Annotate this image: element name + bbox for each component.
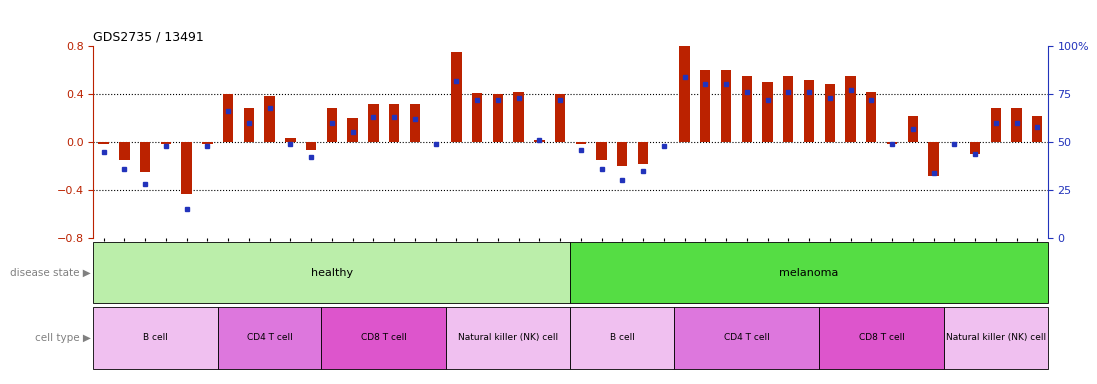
Bar [907,116,918,142]
Bar [140,142,150,172]
Bar [1011,108,1021,142]
Bar [700,70,711,142]
Bar [675,307,819,369]
Bar [264,96,274,142]
Bar [783,76,793,142]
Text: cell type ▶: cell type ▶ [35,333,91,343]
Bar [742,76,751,142]
Bar [943,307,1048,369]
Bar [285,139,295,142]
Bar [804,79,814,142]
Bar [928,142,939,176]
Bar [217,307,321,369]
Text: CD4 T cell: CD4 T cell [724,333,770,343]
Bar [446,307,570,369]
Bar [846,76,856,142]
Bar [389,104,399,142]
Bar [721,70,732,142]
Bar [321,307,446,369]
Bar [1032,116,1042,142]
Text: GDS2735 / 13491: GDS2735 / 13491 [93,30,204,43]
Text: healthy: healthy [310,268,353,278]
Bar [244,108,255,142]
Text: CD8 T cell: CD8 T cell [859,333,905,343]
Bar [534,140,544,142]
Bar [493,94,504,142]
Bar [576,142,586,144]
Bar [120,142,129,160]
Bar [970,142,981,154]
Bar [570,242,1048,303]
Text: Natural killer (NK) cell: Natural killer (NK) cell [459,333,558,343]
Bar [513,92,523,142]
Bar [202,142,213,144]
Bar [991,108,1000,142]
Bar [570,307,675,369]
Bar [306,142,316,151]
Bar [327,108,337,142]
Text: B cell: B cell [610,333,635,343]
Bar [223,94,234,142]
Text: melanoma: melanoma [779,268,839,278]
Bar [679,44,690,142]
Bar [451,52,462,142]
Text: CD4 T cell: CD4 T cell [247,333,293,343]
Bar [867,92,877,142]
Bar [618,142,627,166]
Bar [597,142,607,160]
Bar [819,307,943,369]
Bar [160,142,171,144]
Text: CD8 T cell: CD8 T cell [361,333,407,343]
Bar [825,84,835,142]
Bar [637,142,648,164]
Bar [369,104,378,142]
Bar [555,94,565,142]
Bar [181,142,192,194]
Text: disease state ▶: disease state ▶ [10,268,91,278]
Text: B cell: B cell [143,333,168,343]
Bar [409,104,420,142]
Bar [762,82,772,142]
Bar [348,118,358,142]
Bar [93,242,570,303]
Text: Natural killer (NK) cell: Natural killer (NK) cell [946,333,1045,343]
Bar [93,307,217,369]
Bar [472,93,483,142]
Bar [99,142,109,144]
Bar [886,142,897,144]
